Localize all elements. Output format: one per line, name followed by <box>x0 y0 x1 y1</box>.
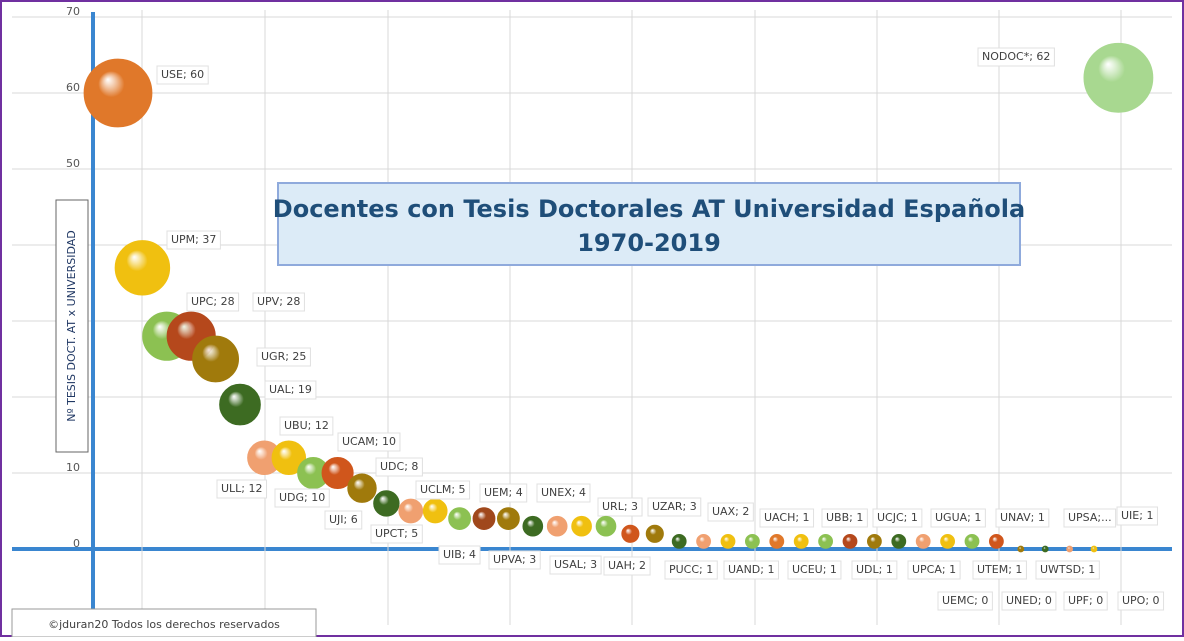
data-label: UAL; 19 <box>269 383 312 396</box>
data-label: NODOC*; 62 <box>982 50 1050 63</box>
data-label: USAL; 3 <box>554 558 597 571</box>
bubble <box>523 516 543 536</box>
data-label: UAND; 1 <box>728 563 774 576</box>
bubble <box>989 534 1003 548</box>
data-label: ULL; 12 <box>221 482 263 495</box>
data-label: UPVA; 3 <box>493 553 536 566</box>
bubble <box>843 534 857 548</box>
data-label: UCLM; 5 <box>420 483 466 496</box>
footer: ©jduran20 Todos los derechos reservados <box>48 618 280 631</box>
data-label: USE; 60 <box>161 68 204 81</box>
bubble <box>745 534 759 548</box>
bubble <box>348 474 377 503</box>
bubble <box>867 534 881 548</box>
bubble <box>721 534 735 548</box>
data-label: URL; 3 <box>602 500 638 513</box>
data-label: UBU; 12 <box>284 419 329 432</box>
data-label: UIE; 1 <box>1121 509 1153 522</box>
data-label: UPV; 28 <box>257 295 300 308</box>
data-label: UWTSD; 1 <box>1040 563 1095 576</box>
data-label: UACH; 1 <box>764 511 810 524</box>
bubble <box>399 499 423 523</box>
bubble <box>596 516 616 536</box>
data-label: UJI; 6 <box>329 513 358 526</box>
bubble <box>916 534 930 548</box>
data-label: UPF; 0 <box>1068 594 1103 607</box>
y-tick-label: 50 <box>66 157 80 170</box>
bubble <box>646 525 663 542</box>
bubble <box>1067 546 1073 552</box>
bubble <box>770 534 784 548</box>
bubble <box>965 534 979 548</box>
bubble <box>1091 546 1097 552</box>
bubble <box>892 534 906 548</box>
data-label: UAH; 2 <box>608 559 646 572</box>
bubble <box>819 534 833 548</box>
data-label: UIB; 4 <box>443 548 476 561</box>
data-label: UZAR; 3 <box>652 500 697 513</box>
y-tick-label: 0 <box>73 537 80 550</box>
bubble <box>572 516 592 536</box>
data-label: UNED; 0 <box>1006 594 1052 607</box>
data-label: UCJC; 1 <box>877 511 918 524</box>
chart-title: Docentes con Tesis Doctorales AT Univers… <box>273 195 1025 223</box>
bubble <box>193 336 239 382</box>
bubble <box>794 534 808 548</box>
bubble <box>697 534 711 548</box>
bubble <box>115 240 170 295</box>
y-tick-label: 10 <box>66 461 80 474</box>
data-label: UEM; 4 <box>484 486 523 499</box>
bubble <box>1018 546 1024 552</box>
y-tick-label: 70 <box>66 5 80 18</box>
data-label: UGR; 25 <box>261 350 306 363</box>
data-label: UPCT; 5 <box>375 527 418 540</box>
data-label: UDC; 8 <box>380 460 418 473</box>
data-label: UNEX; 4 <box>541 486 586 499</box>
data-label: UAX; 2 <box>712 505 749 518</box>
data-label: UPM; 37 <box>171 233 216 246</box>
y-tick-label: 60 <box>66 81 80 94</box>
bubble <box>374 491 400 517</box>
bubble <box>84 59 152 127</box>
data-label: PUCC; 1 <box>669 563 713 576</box>
data-label: UBB; 1 <box>826 511 863 524</box>
bubble <box>672 534 686 548</box>
bubble <box>423 499 447 523</box>
bubble <box>220 384 261 425</box>
data-label: UEMC; 0 <box>942 594 988 607</box>
data-label: UGUA; 1 <box>935 511 981 524</box>
bubble <box>547 516 567 536</box>
data-label: UPO; 0 <box>1122 594 1160 607</box>
data-label: UDG; 10 <box>279 491 325 504</box>
data-label: UPSA;... <box>1068 511 1112 524</box>
chart: 010203040506070 USE; 60UPM; 37UPC; 28UPV… <box>0 0 1184 637</box>
bubble <box>449 508 471 530</box>
y-axis-title: Nº TESIS DOCT. AT x UNIVERSIDAD <box>65 230 78 422</box>
data-label: UPC; 28 <box>191 295 235 308</box>
data-label: UDL; 1 <box>856 563 893 576</box>
data-label: UCAM; 10 <box>342 435 396 448</box>
bubble <box>1042 546 1048 552</box>
data-label: UTEM; 1 <box>977 563 1022 576</box>
bubble <box>1084 43 1153 112</box>
chart-subtitle: 1970-2019 <box>577 229 721 257</box>
data-label: UCEU; 1 <box>792 563 837 576</box>
bubble <box>497 508 519 530</box>
bubble <box>941 534 955 548</box>
bubble <box>473 508 495 530</box>
data-label: UNAV; 1 <box>1000 511 1045 524</box>
bubble <box>622 525 639 542</box>
data-label: UPCA; 1 <box>912 563 956 576</box>
